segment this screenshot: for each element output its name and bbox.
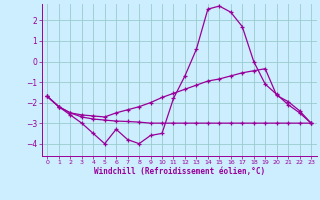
- X-axis label: Windchill (Refroidissement éolien,°C): Windchill (Refroidissement éolien,°C): [94, 167, 265, 176]
